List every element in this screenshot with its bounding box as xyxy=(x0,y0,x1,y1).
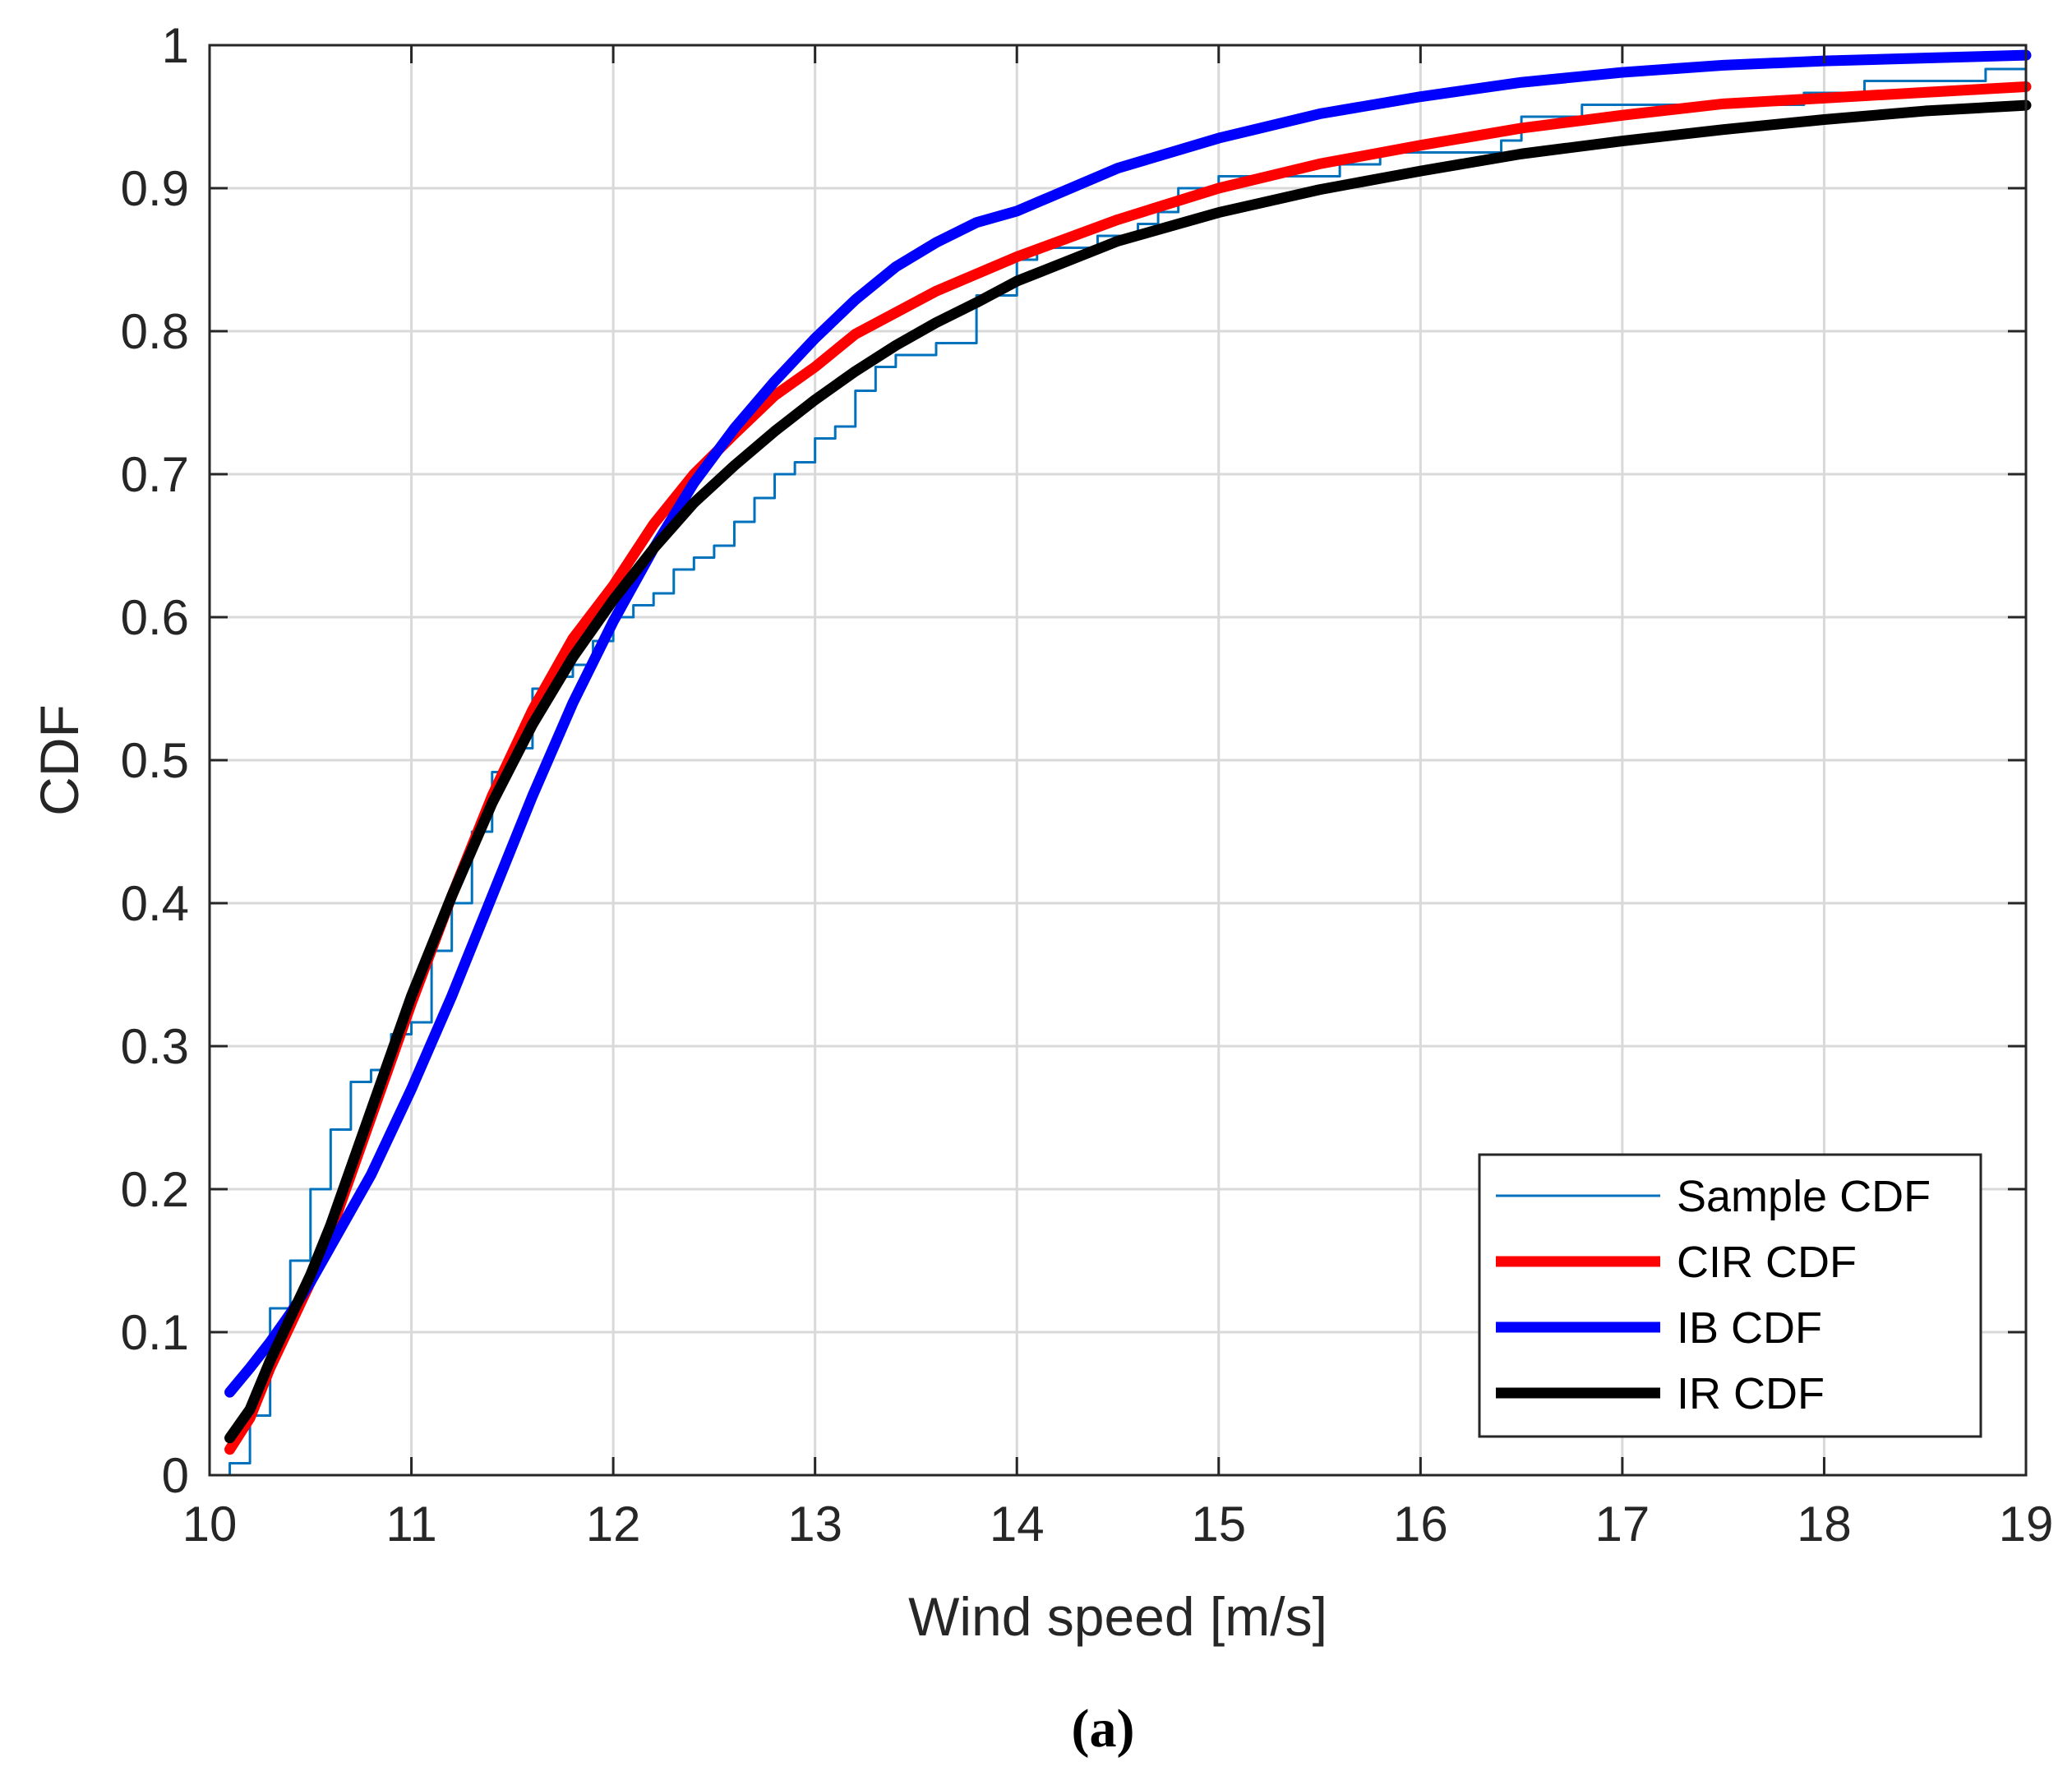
y-tick-label: 0.1 xyxy=(121,1305,189,1360)
legend-label: IR CDF xyxy=(1677,1369,1825,1418)
x-tick-label: 10 xyxy=(182,1497,238,1552)
y-tick-label: 0.6 xyxy=(121,590,189,645)
legend: Sample CDF CIR CDF IB CDF IR CDF xyxy=(1478,1153,1982,1438)
x-axis-title: Wind speed [m/s] xyxy=(908,1586,1327,1647)
legend-label: Sample CDF xyxy=(1677,1172,1931,1221)
x-tick-label: 13 xyxy=(787,1497,842,1552)
y-tick-label: 0.8 xyxy=(121,304,189,359)
y-tick-label: 0.2 xyxy=(121,1162,189,1217)
y-tick-label: 0.5 xyxy=(121,733,189,788)
y-tick-label: 0.3 xyxy=(121,1019,189,1074)
y-tick-label: 1 xyxy=(162,18,189,73)
series-line-ib-cdf xyxy=(224,49,2032,1398)
x-tick-label: 14 xyxy=(990,1497,1045,1552)
axis-ticks: 10 11 12 13 14 15 16 17 18 19 0 0.1 0.2 0.3 0.4 0.5 0.6 0… xyxy=(121,18,2054,1552)
x-tick-label: 16 xyxy=(1393,1497,1448,1552)
y-tick-label: 0 xyxy=(162,1448,189,1503)
plot-series xyxy=(224,49,2032,1475)
y-axis-title: CDF xyxy=(29,704,90,816)
x-tick-label: 12 xyxy=(586,1497,641,1552)
x-tick-label: 11 xyxy=(385,1497,436,1552)
x-tick-label: 17 xyxy=(1595,1497,1650,1552)
series-line-ir-cdf xyxy=(224,99,2032,1444)
legend-label: CIR CDF xyxy=(1677,1238,1857,1287)
figure-caption: (a) xyxy=(1072,1699,1135,1759)
y-tick-label: 0.4 xyxy=(121,876,189,931)
y-tick-label: 0.7 xyxy=(121,447,189,502)
x-tick-label: 19 xyxy=(1999,1497,2054,1552)
x-tick-label: 15 xyxy=(1191,1497,1246,1552)
legend-label: IB CDF xyxy=(1677,1303,1822,1353)
legend-box xyxy=(1478,1153,1982,1438)
x-tick-label: 18 xyxy=(1797,1497,1852,1552)
y-tick-label: 0.9 xyxy=(121,161,189,216)
